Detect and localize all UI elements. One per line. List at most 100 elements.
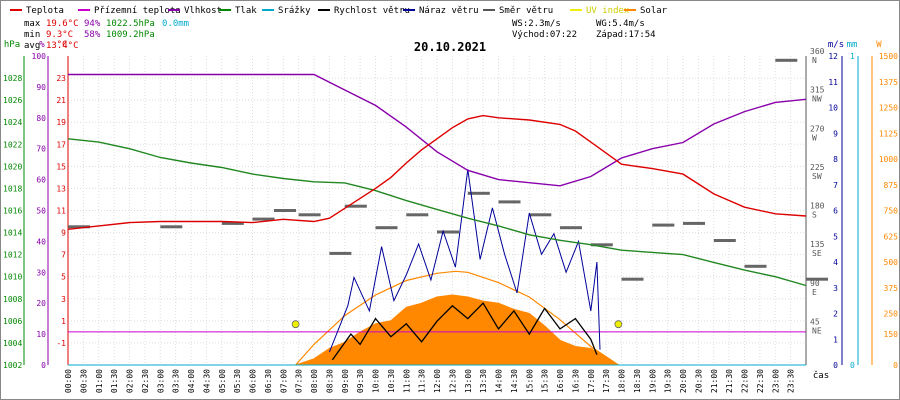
x-tick-label: 01:00 — [95, 369, 104, 393]
w-tick-label: 1250 — [879, 104, 898, 113]
x-tick-label: 11:00 — [402, 369, 411, 393]
dir-tick-name: W — [812, 133, 817, 142]
x-tick-label: 07:30 — [295, 369, 304, 393]
mm-tick-label: 0 — [850, 361, 855, 370]
temp-tick-label: 23 — [56, 74, 66, 83]
ms-tick-label: 8 — [833, 155, 838, 164]
legend-label: UV index — [586, 6, 630, 16]
w-tick-label: 750 — [884, 207, 899, 216]
wind-direction-mark — [221, 221, 244, 225]
pct-tick-label: 90 — [36, 83, 46, 92]
wind-direction-mark — [252, 217, 275, 221]
sun-marker-icon — [291, 320, 300, 329]
w-tick-label: 1000 — [879, 155, 898, 164]
x-tick-label: 02:30 — [141, 369, 150, 393]
w-tick-label: 375 — [884, 284, 899, 293]
dir-tick-degrees: 45 — [810, 317, 820, 326]
temp-tick-label: 1 — [61, 317, 66, 326]
legend-label: Směr větru — [499, 6, 553, 16]
hpa-tick-label: 1006 — [3, 317, 22, 326]
x-tick-label: 16:30 — [571, 369, 580, 393]
series-gust-line — [328, 169, 601, 353]
dir-tick-degrees: 360 — [810, 47, 825, 56]
x-tick-label: 14:00 — [495, 369, 504, 393]
legend-label: Přízemní teplota — [94, 6, 181, 16]
legend-label: Vlhkost — [184, 6, 222, 16]
pct-tick-label: 30 — [36, 268, 46, 277]
series-layer — [67, 58, 828, 366]
stats-ws: WS:2.3m/s — [512, 19, 561, 29]
wind-direction-mark — [406, 213, 429, 217]
sun-marker-icon — [614, 320, 623, 329]
wind-direction-mark — [560, 226, 582, 230]
wind-direction-mark — [683, 221, 705, 225]
legend-label: Srážky — [278, 6, 311, 16]
dir-tick-name: N — [812, 56, 817, 65]
w-tick-label: 625 — [884, 232, 899, 241]
stats-max-hum: 94% — [84, 19, 101, 29]
stats-sunset: Západ:17:54 — [596, 30, 656, 40]
dir-tick-name: E — [812, 288, 817, 297]
dir-tick-degrees: 180 — [810, 202, 825, 211]
hpa-tick-label: 1012 — [3, 251, 22, 260]
pct-tick-label: 80 — [36, 114, 46, 123]
wind-direction-mark — [344, 204, 367, 208]
x-tick-label: 03:30 — [172, 369, 181, 393]
mm-tick-label: 1 — [850, 52, 855, 61]
w-tick-label: 250 — [884, 310, 899, 319]
stats-min-press: 1009.2hPa — [106, 30, 155, 40]
x-tick-label: 00:00 — [64, 369, 73, 393]
stats-max-rain: 0.0mm — [162, 19, 189, 29]
temp-tick-label: 13 — [56, 184, 66, 193]
stats-max-temp: 19.6°C — [46, 19, 79, 29]
w-tick-label: 1125 — [879, 129, 898, 138]
x-tick-label: 04:30 — [202, 369, 211, 393]
x-tick-label: 22:30 — [756, 369, 765, 393]
pct-tick-label: 0 — [41, 361, 46, 370]
ms-tick-label: 6 — [833, 207, 838, 216]
temp-tick-label: 5 — [61, 273, 66, 282]
pct-tick-label: 60 — [36, 176, 46, 185]
dir-tick-name: SE — [812, 249, 822, 258]
w-tick-label: 150 — [884, 330, 899, 339]
dir-tick-name: SW — [812, 172, 822, 181]
stats-min-label: min — [24, 30, 40, 40]
pct-tick-label: 100 — [32, 52, 47, 61]
x-tick-label: 03:00 — [156, 369, 165, 393]
x-tick-label: 23:30 — [787, 369, 796, 393]
axis-unit-w: W — [876, 40, 882, 50]
legend: Teplota Přízemní teplota Vlhkost Tlak Srážky… — [10, 6, 668, 16]
hpa-tick-label: 1008 — [3, 295, 22, 304]
x-tick-label: 13:30 — [479, 369, 488, 393]
dir-tick-degrees: 90 — [810, 279, 820, 288]
x-tick-label: 05:30 — [233, 369, 242, 393]
ms-tick-label: 9 — [833, 129, 838, 138]
x-tick-label: 11:30 — [418, 369, 427, 393]
temp-tick-label: 19 — [56, 118, 66, 127]
x-tick-label: 00:30 — [79, 369, 88, 393]
pct-tick-label: 70 — [36, 145, 46, 154]
x-tick-label: 06:30 — [264, 369, 273, 393]
ms-tick-label: 11 — [828, 78, 838, 87]
x-tick-label: 18:00 — [618, 369, 627, 393]
wind-direction-mark — [274, 209, 296, 212]
x-tick-label: 08:30 — [325, 369, 334, 393]
pct-tick-label: 50 — [36, 207, 46, 216]
x-tick-label: 20:00 — [679, 369, 688, 393]
x-tick-label: 17:00 — [587, 369, 596, 393]
dir-tick-degrees: 135 — [810, 240, 825, 249]
x-tick-label: 17:30 — [602, 369, 611, 393]
dir-tick-name: NE — [812, 326, 822, 335]
x-ticks: 00:00 00:30 01:00 01:30 02:00 02:30 03:00 03:30… — [64, 369, 796, 393]
x-tick-label: 10:00 — [372, 369, 381, 393]
ms-tick-label: 1 — [833, 335, 838, 344]
hpa-tick-label: 1014 — [3, 229, 22, 238]
chart-title: 20.10.2021 — [414, 40, 486, 54]
ms-tick-label: 12 — [828, 52, 838, 61]
x-tick-label: 15:00 — [525, 369, 534, 393]
x-tick-label: 07:00 — [279, 369, 288, 393]
x-tick-label: 14:30 — [510, 369, 519, 393]
x-tick-label: 21:00 — [710, 369, 719, 393]
